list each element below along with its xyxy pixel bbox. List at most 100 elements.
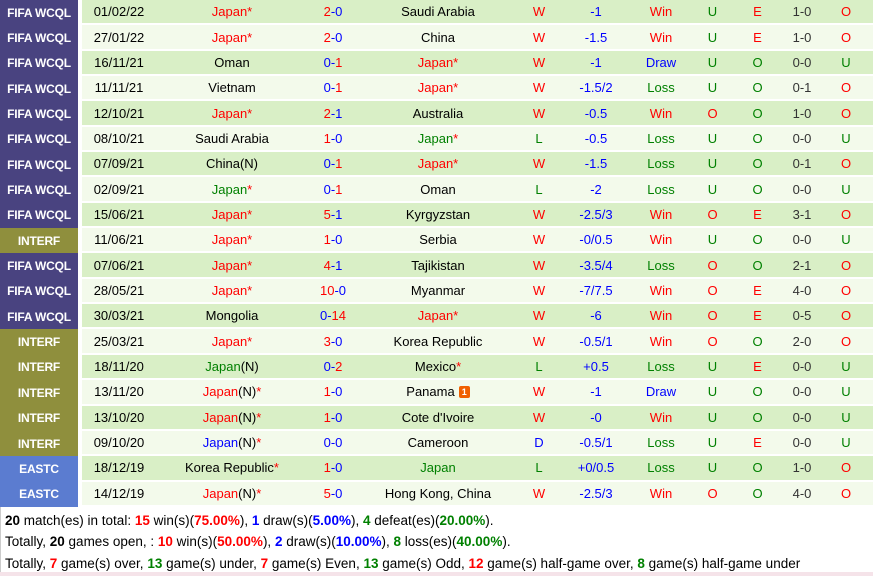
summary-line-1: 20 match(es) in total: 15 win(s)(75.00%)… xyxy=(5,510,873,532)
league-badge-label: FIFA WCQL xyxy=(7,309,71,324)
halftime-score: 0-0 xyxy=(792,54,812,70)
handicap-outcome-value: Loss xyxy=(647,257,675,273)
handicap-outcome-value: Win xyxy=(649,4,673,20)
league-badge: FIFA WCQL xyxy=(0,202,78,229)
odd-even-result: E xyxy=(735,207,780,222)
league-badge-label: FIFA WCQL xyxy=(7,31,71,46)
summary-segment: 20 xyxy=(5,512,21,528)
match-row-cells: 11/06/21 Japan* 1-0 Serbia W -0/0.5 Win U O 0-0 U xyxy=(82,228,873,254)
fulltime-score: 10-0 xyxy=(308,283,358,298)
away-team-cell: Oman xyxy=(358,182,518,197)
summary-segment: ), xyxy=(239,512,252,528)
result-letter: L xyxy=(518,359,560,374)
handicap-value: -1 xyxy=(560,384,632,399)
home-team: Japan* xyxy=(212,232,252,247)
away-team: Japan xyxy=(420,460,455,475)
odd-even-value: E xyxy=(753,206,762,222)
home-team-name: Vietnam xyxy=(208,80,256,96)
over-under-result: U xyxy=(690,359,735,374)
summary-segment: 40.00% xyxy=(456,534,503,550)
handicap-value: +0.5 xyxy=(560,359,632,374)
summary-segment: 75.00% xyxy=(194,512,240,528)
home-team: Japan(N)* xyxy=(203,486,262,501)
away-team: Japan* xyxy=(418,55,458,70)
home-team-cell: Japan(N)* xyxy=(156,410,308,425)
halftime-over-under-value: U xyxy=(841,435,851,451)
over-under-value: O xyxy=(707,105,718,121)
away-team-cell: Saudi Arabia xyxy=(358,4,518,19)
over-under-value: O xyxy=(707,485,718,501)
away-team-cell: Japan* xyxy=(358,308,518,323)
league-badge-label: FIFA WCQL xyxy=(7,208,71,223)
away-goals: 0 xyxy=(335,29,343,45)
halftime-over-under-value: O xyxy=(840,156,852,172)
result-letter-value: W xyxy=(532,485,546,501)
away-goals: 0 xyxy=(335,4,343,20)
handicap-outcome: Loss xyxy=(632,131,690,146)
halftime-over-under: U xyxy=(824,232,868,247)
statistics-summary: 20 match(es) in total: 15 win(s)(75.00%)… xyxy=(0,506,873,572)
odd-even-result: O xyxy=(735,486,780,501)
summary-segment: ), xyxy=(262,534,275,550)
odd-even-result: O xyxy=(735,384,780,399)
away-goals: 1 xyxy=(335,105,343,121)
home-team: Japan* xyxy=(212,258,252,273)
odd-even-value: E xyxy=(753,435,762,451)
away-team-cell: Japan xyxy=(358,460,518,475)
odd-even-value: O xyxy=(752,156,763,172)
match-date: 11/06/21 xyxy=(94,232,144,248)
result-letter: D xyxy=(518,435,560,450)
home-goals: 0 xyxy=(323,358,331,374)
result-letter-value: W xyxy=(532,232,546,248)
odd-even-result: E xyxy=(735,435,780,450)
away-goals: 1 xyxy=(335,156,343,172)
fulltime-score: 2-0 xyxy=(308,4,358,19)
home-team: Japan* xyxy=(212,334,252,349)
home-team: Japan* xyxy=(212,4,252,19)
handicap-number: -1.5 xyxy=(584,29,608,45)
home-goals: 0 xyxy=(323,156,331,172)
summary-segment: 1 xyxy=(251,512,260,528)
over-under-result: U xyxy=(690,384,735,399)
summary-segment: match(es) in total: xyxy=(20,512,135,528)
away-team-name: Cameroon xyxy=(407,435,469,451)
match-date: 12/10/21 xyxy=(93,105,145,121)
score-dash: - xyxy=(327,308,332,324)
handicap-value: -1.5 xyxy=(560,156,632,171)
summary-segment: game(s) half-game under xyxy=(644,555,801,571)
halftime-score: 4-0 xyxy=(792,282,812,298)
match-date: 13/11/20 xyxy=(94,384,144,400)
fulltime-score: 1-0 xyxy=(308,232,358,247)
summary-segment: 20.00% xyxy=(439,512,486,528)
home-team-name: Japan xyxy=(211,282,248,298)
away-team: Kyrgyzstan xyxy=(406,207,470,222)
neutral-venue-tag: (N) xyxy=(238,384,257,400)
over-under-result: O xyxy=(690,334,735,349)
favourite-star-mark: * xyxy=(247,29,253,45)
halftime-over-under: O xyxy=(824,283,868,298)
halftime-over-under-value: O xyxy=(840,29,852,45)
fulltime-score: 0-14 xyxy=(308,308,358,323)
handicap-number: -3.5/4 xyxy=(579,257,613,273)
favourite-star-mark: * xyxy=(453,308,459,324)
neutral-venue-tag: (N) xyxy=(238,485,257,501)
home-team-name: Japan xyxy=(202,485,239,501)
away-team: Cote d'Ivoire xyxy=(402,410,475,425)
halftime-score: 0-0 xyxy=(792,181,812,197)
match-row-cells: 07/06/21 Japan* 4-1 Tajikistan W -3.5/4 Loss O O… xyxy=(82,253,873,279)
odd-even-result: O xyxy=(735,232,780,247)
handicap-outcome-value: Draw xyxy=(645,384,677,400)
league-badge: FIFA WCQL xyxy=(0,126,78,153)
home-team-name: Japan xyxy=(211,257,248,273)
result-letter: W xyxy=(518,30,560,45)
halftime-score: 4-0 xyxy=(792,485,812,501)
handicap-outcome: Loss xyxy=(632,156,690,171)
handicap-value: -2 xyxy=(560,182,632,197)
handicap-outcome-value: Win xyxy=(649,308,673,324)
league-badge: INTERF xyxy=(0,380,78,406)
league-badge-label: FIFA WCQL xyxy=(7,259,71,274)
handicap-outcome: Win xyxy=(632,30,690,45)
handicap-value: -1.5/2 xyxy=(560,80,632,95)
halftime-over-under-value: O xyxy=(840,308,852,324)
home-team-cell: Saudi Arabia xyxy=(156,131,308,146)
